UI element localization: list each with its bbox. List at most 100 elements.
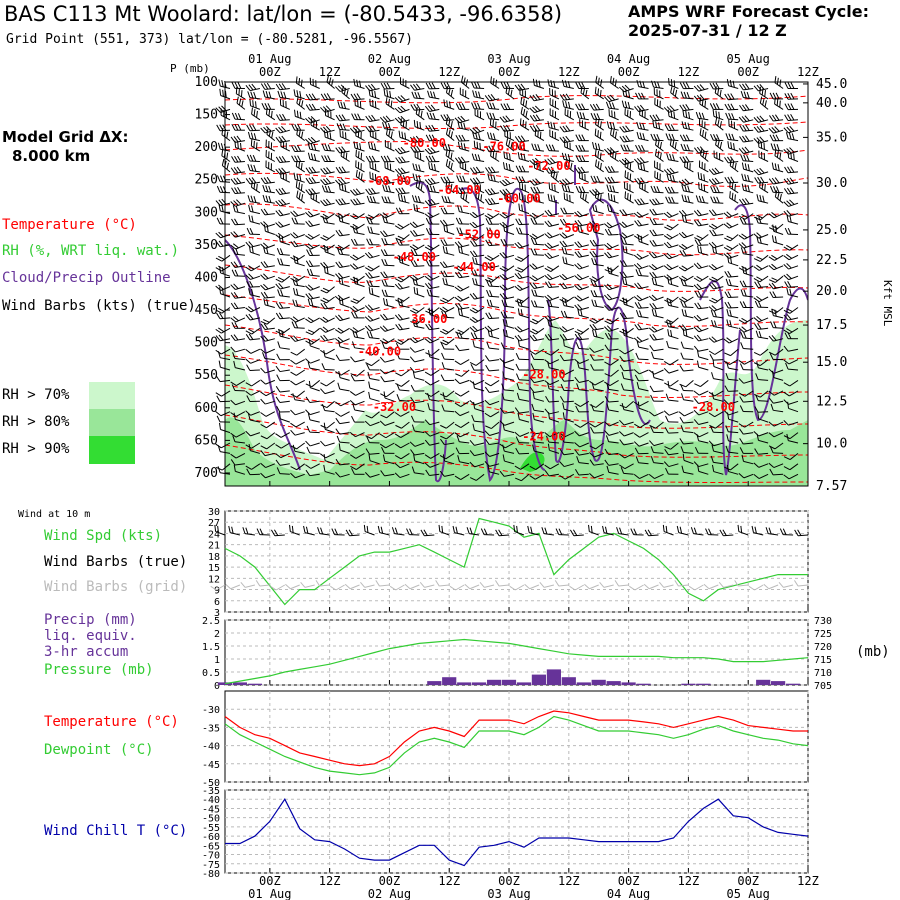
wind-barb [394,115,410,124]
wind-barb-staff [444,105,455,110]
bottom-date-label: 03 Aug [487,887,530,900]
wind-barb-flag [313,143,317,151]
wind-barb-flag [366,436,370,443]
wind-barb [379,420,395,426]
wind-barb [648,326,664,333]
wind-barb-flag [458,134,463,142]
wind-barb-flag [563,310,568,318]
wind-barb [559,296,575,304]
wind-barb [648,294,664,302]
wind-barb-staff [444,223,455,227]
wind-barb-staff [280,223,290,228]
wind-barb [650,351,664,361]
wind-barb [412,319,425,329]
wind-barb-flag [379,326,386,332]
wind-barb [320,167,335,175]
wind-barb-flag [295,159,298,167]
wind-barb-staff [341,92,350,100]
wind-barb-flag [260,323,266,330]
wind-barb [397,174,410,183]
wind-barb-flag [395,278,402,283]
bottom-time-label: 00Z [259,874,281,888]
wind-barb-flag [367,304,374,310]
wind-barb-flag [358,171,361,179]
wind-barb-staff [371,411,380,419]
wind-barb-flag [253,164,257,172]
wind-barb-flag [251,180,253,188]
wind-barb-staff [265,379,275,385]
wind-barb-staff [384,397,395,402]
wind-barb-flag [265,107,268,115]
wind-barb-flag [311,166,317,173]
wind-barb-staff [279,317,290,320]
wind-barb [322,215,335,225]
wind-barb [651,309,664,319]
wind-barb-flag [281,155,287,163]
wind-barb [394,442,410,449]
wind-barb-staff [295,411,305,416]
wind-barb-flag [308,260,314,267]
wind-barb-staff [281,327,291,335]
legend-temperature: Temperature (°C) [2,217,137,233]
wind-barb-staff [474,284,485,288]
wind-barb-staff [309,431,320,434]
wind-barb-staff [220,379,231,383]
wind-barb-flag [222,175,227,183]
wind-barb [469,292,485,300]
wind-barb-staff [295,115,305,121]
wind-barb-flag [515,227,520,234]
wind-barb-flag [380,249,385,256]
wind-barb-staff [265,286,275,291]
wind-barb [320,302,335,310]
wind-barb [365,114,380,123]
wind-barb-staff [668,335,679,340]
wind-barb-flag [387,196,391,204]
wind-barb-staff [563,253,574,256]
wind-barb-staff [235,147,246,152]
wind-barb-flag [270,142,273,150]
wind-barb-staff [296,348,306,356]
temperature-contours [225,95,808,483]
wind-barb-flag [278,412,281,419]
wind-barb-staff [309,296,320,300]
height-tick-label: 17.5 [816,318,847,333]
wind-barb-staff [279,140,290,143]
wind-barb [413,454,425,465]
wind-barb [290,210,305,218]
wind-barb [335,244,350,251]
wind-barb [349,452,365,459]
wind-barb [549,108,560,121]
wind-barb [275,452,291,459]
wind-barb [350,238,365,246]
wind-barb-flag [385,97,388,104]
wind-barb-staff [474,346,485,350]
wind-barb-flag [310,143,314,150]
wind-barb-flag [320,299,327,304]
wind-barb [368,381,380,392]
wind-barb-flag [223,129,226,137]
wind-barb [395,207,410,215]
pressure-tick-label: 650 [195,433,218,448]
wind-barb-staff [489,179,500,183]
wind-barb-staff [384,304,395,308]
wind-barb-staff [339,421,350,425]
wind-barb-flag [395,237,402,242]
wind-barb-staff [399,473,410,479]
wind-barb-flag [246,281,251,288]
wind-barb-staff [339,473,350,478]
wind-barb-staff [653,315,664,319]
wind-barb-flag [484,382,491,387]
wind-barb-flag [218,422,221,430]
wind-barb-flag [366,195,371,203]
wind-barb-flag [414,91,418,99]
wind-barb-flag [233,136,239,143]
wind-barb [221,128,231,142]
wind-barb-flag [486,112,490,119]
wind-barb-staff [593,305,604,308]
wind-barb-staff [250,221,261,225]
wind-barb [455,369,470,377]
wind-barb-staff [325,115,335,121]
wind-barb [545,144,559,152]
wind-barb-flag [530,353,535,360]
wind-barb-staff [474,159,485,162]
